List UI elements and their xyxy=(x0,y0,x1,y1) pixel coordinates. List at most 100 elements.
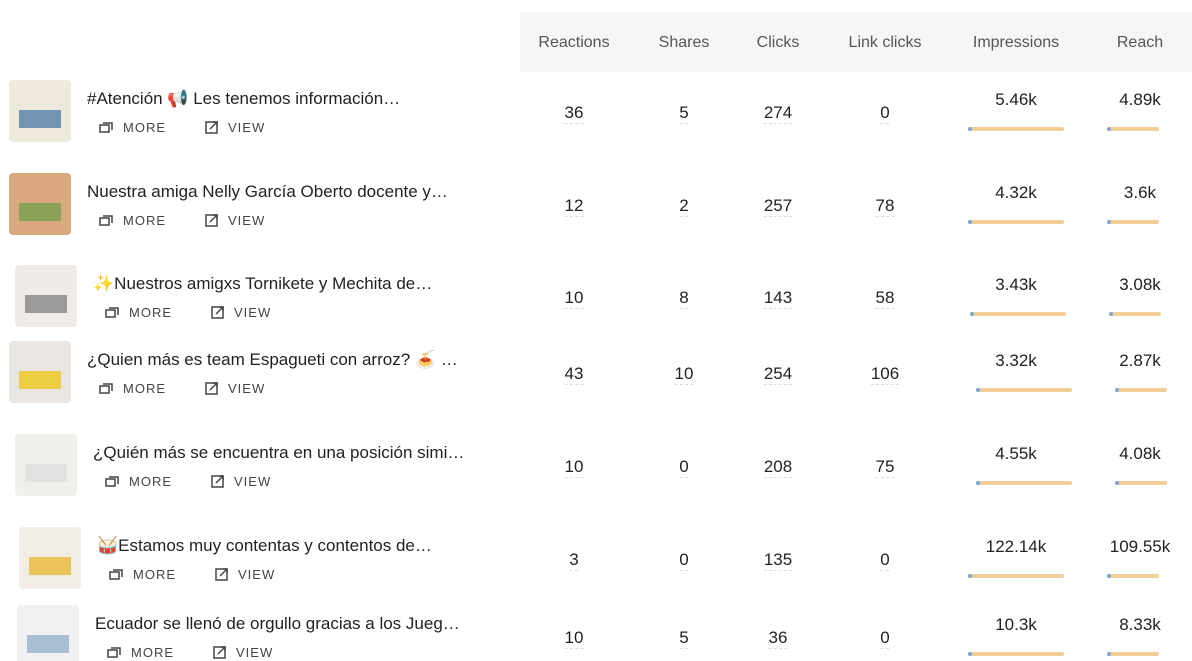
metric-value: 4.08k xyxy=(1119,444,1161,464)
metric-bar xyxy=(1115,481,1167,485)
metric-value: 3 xyxy=(569,550,578,571)
view-button[interactable]: VIEW xyxy=(205,381,265,396)
thumbnail-image xyxy=(25,464,67,482)
metric-bar xyxy=(976,388,1072,392)
column-header: Reactions xyxy=(538,34,609,52)
view-label: VIEW xyxy=(228,381,265,396)
metric-value: 0 xyxy=(880,550,889,571)
post-title: Ecuador se llenó de orgullo gracias a lo… xyxy=(95,614,460,634)
metric-value: 3.43k xyxy=(995,275,1037,295)
metric-bar-dot xyxy=(1107,652,1111,656)
metric-bar-dot xyxy=(1107,127,1111,131)
view-label: VIEW xyxy=(234,305,271,320)
more-icon xyxy=(107,647,121,659)
metric-value: 4.32k xyxy=(995,183,1037,203)
metric-value: 0 xyxy=(679,457,688,478)
metric-value: 254 xyxy=(764,364,792,385)
view-button[interactable]: VIEW xyxy=(211,305,271,320)
metric-bar-dot xyxy=(968,220,972,224)
more-button[interactable]: MORE xyxy=(105,305,172,320)
metric-bar-dot xyxy=(968,574,972,578)
metric-value: 75 xyxy=(876,457,895,478)
metric-value: 5 xyxy=(679,628,688,649)
metric-bar xyxy=(968,574,1064,578)
metric-value: 2.87k xyxy=(1119,351,1161,371)
post-thumbnail xyxy=(19,527,81,589)
metric-value: 10 xyxy=(565,288,584,309)
metric-value: 10 xyxy=(565,457,584,478)
more-icon xyxy=(105,307,119,319)
metric-value: 78 xyxy=(876,196,895,217)
metric-value: 10 xyxy=(675,364,694,385)
metric-bar xyxy=(1107,652,1159,656)
metric-value: 208 xyxy=(764,457,792,478)
metric-value: 106 xyxy=(871,364,899,385)
metric-value: 109.55k xyxy=(1110,537,1171,557)
view-icon xyxy=(215,568,228,581)
metric-value: 8 xyxy=(679,288,688,309)
metric-bar-dot xyxy=(976,481,980,485)
more-button[interactable]: MORE xyxy=(109,567,176,582)
more-button[interactable]: MORE xyxy=(107,645,174,660)
more-label: MORE xyxy=(123,213,166,228)
metric-bar xyxy=(1115,388,1167,392)
thumbnail-image xyxy=(25,295,67,313)
view-button[interactable]: VIEW xyxy=(215,567,275,582)
metric-value: 0 xyxy=(679,550,688,571)
more-button[interactable]: MORE xyxy=(99,213,166,228)
more-label: MORE xyxy=(131,645,174,660)
more-label: MORE xyxy=(123,381,166,396)
metric-value: 3.6k xyxy=(1124,183,1156,203)
page: ReactionsSharesClicksLink clicksImpressi… xyxy=(0,0,1192,661)
metric-value: 36 xyxy=(769,628,788,649)
metric-bar-dot xyxy=(1115,388,1119,392)
metric-value: 43 xyxy=(565,364,584,385)
view-icon xyxy=(205,382,218,395)
view-button[interactable]: VIEW xyxy=(205,213,265,228)
metric-bar xyxy=(968,220,1064,224)
column-header: Reach xyxy=(1117,34,1163,52)
view-icon xyxy=(205,121,218,134)
more-button[interactable]: MORE xyxy=(99,381,166,396)
metric-bar-dot xyxy=(976,388,980,392)
more-label: MORE xyxy=(133,567,176,582)
view-button[interactable]: VIEW xyxy=(213,645,273,660)
metric-bar xyxy=(1107,127,1159,131)
more-label: MORE xyxy=(129,305,172,320)
post-title: #Atención 📢 Les tenemos información… xyxy=(87,89,400,109)
column-header: Clicks xyxy=(757,34,800,52)
post-thumbnail xyxy=(15,434,77,496)
view-icon xyxy=(213,646,226,659)
metric-value: 274 xyxy=(764,103,792,124)
more-icon xyxy=(105,476,119,488)
view-label: VIEW xyxy=(228,213,265,228)
view-button[interactable]: VIEW xyxy=(211,474,271,489)
thumbnail-image xyxy=(19,110,61,128)
view-button[interactable]: VIEW xyxy=(205,120,265,135)
metric-bar xyxy=(968,127,1064,131)
metric-bar-dot xyxy=(1107,574,1111,578)
post-title: Nuestra amiga Nelly García Oberto docent… xyxy=(87,182,448,202)
more-button[interactable]: MORE xyxy=(99,120,166,135)
post-title: 🥁Estamos muy contentas y contentos de… xyxy=(97,536,432,556)
metric-value: 12 xyxy=(565,196,584,217)
thumbnail-image xyxy=(29,557,71,575)
thumbnail-image xyxy=(19,371,61,389)
column-header: Link clicks xyxy=(849,34,922,52)
post-thumbnail xyxy=(17,605,79,661)
more-button[interactable]: MORE xyxy=(105,474,172,489)
metric-bar-dot xyxy=(1109,312,1113,316)
metric-bar-dot xyxy=(1115,481,1119,485)
metric-value: 122.14k xyxy=(986,537,1047,557)
metric-bar xyxy=(968,652,1064,656)
metric-bar xyxy=(970,312,1066,316)
more-icon xyxy=(99,122,113,134)
metric-bar-dot xyxy=(968,652,972,656)
metric-value: 3.32k xyxy=(995,351,1037,371)
view-icon xyxy=(211,306,224,319)
view-label: VIEW xyxy=(236,645,273,660)
metric-bar xyxy=(1107,220,1159,224)
more-label: MORE xyxy=(123,120,166,135)
view-label: VIEW xyxy=(234,474,271,489)
metric-bar xyxy=(1107,574,1159,578)
